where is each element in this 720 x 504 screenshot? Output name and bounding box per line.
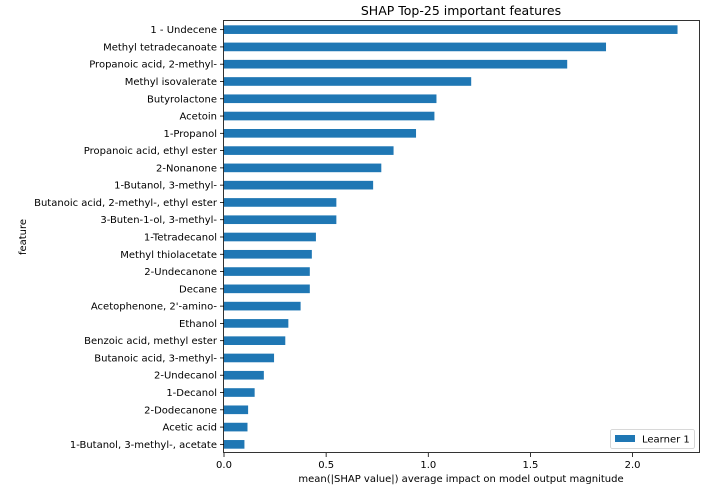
bar [224,215,337,225]
y-tick-label: Methyl thiolacetate [120,250,217,261]
bar [224,422,248,432]
bar [224,198,337,207]
y-tick-label: 2-Undecanol [154,371,217,382]
y-tick-label: 1-Decanol [166,388,217,399]
bar [224,267,310,276]
bar [224,336,286,345]
bar [224,388,255,397]
y-tick-label: 1-Butanol, 3-methyl- [114,181,217,192]
y-tick-label: Methyl isovalerate [125,77,217,88]
y-tick-label: 3-Buten-1-ol, 3-methyl- [100,215,217,226]
chart-title: SHAP Top-25 important features [361,3,561,18]
y-tick-label: 2-Nonanone [156,163,217,174]
bar [224,111,435,121]
y-tick-label: 2-Dodecanone [144,405,217,416]
legend-frame [610,429,695,449]
y-tick-label: 1-Tetradecanol [144,233,217,244]
bar [224,163,382,173]
bar [224,301,301,311]
plot-area-frame [223,20,700,453]
bar [224,94,437,104]
bars-group [224,25,678,449]
y-tick-label: Acetophenone, 2'-amino- [91,302,218,313]
y-tick-label: Decane [179,284,217,295]
y-axis-label: feature [18,219,29,255]
bar [224,405,249,415]
x-tick-label: 0.5 [318,460,334,471]
bar [224,370,264,380]
y-tick-label: Methyl tetradecanoate [103,42,217,53]
bar [224,440,245,449]
bar [224,319,289,328]
bar [224,232,316,242]
bar [224,25,678,34]
y-tick-label: Butyrolactone [147,94,217,105]
y-tick-label: Acetic acid [163,423,217,434]
y-tick-label: Propanoic acid, 2-methyl- [89,60,217,71]
y-tick-label: Butanoic acid, 2-methyl-, ethyl ester [34,198,218,209]
y-tick-label: 2-Undecanone [144,267,217,278]
x-tick-label: 1.0 [420,460,436,471]
bar [224,249,312,259]
x-tick-label: 0.0 [216,460,232,471]
bar [224,42,607,52]
x-tick-label: 2.0 [625,460,641,471]
y-tick-label: Benzoic acid, methyl ester [84,336,218,347]
bar [224,77,472,86]
legend: Learner 1 [610,429,695,449]
y-tick-label: Ethanol [179,319,217,330]
x-ticks: 0.0 0.5 1.0 1.5 2.0 [216,453,641,471]
bar [224,353,275,363]
bar [224,284,310,294]
y-tick-label: Propanoic acid, ethyl ester [84,146,218,157]
y-tick-label: Butanoic acid, 3-methyl- [94,353,217,364]
y-tick-label: 1 - Undecene [150,25,217,36]
legend-swatch [615,435,635,442]
bar [224,129,417,138]
x-tick-label: 1.5 [522,460,538,471]
bar [224,146,394,155]
y-tick-label: 1-Butanol, 3-methyl-, acetate [70,440,217,451]
y-tick-label: Acetoin [180,112,217,123]
bar [224,180,374,190]
x-axis-label: mean(|SHAP value|) average impact on mod… [298,474,623,485]
bar [224,59,568,69]
y-tick-label: 1-Propanol [163,129,217,140]
legend-label: Learner 1 [642,435,690,446]
y-tick-labels: 1 - Undecene Methyl tetradecanoate Propano… [34,25,224,451]
